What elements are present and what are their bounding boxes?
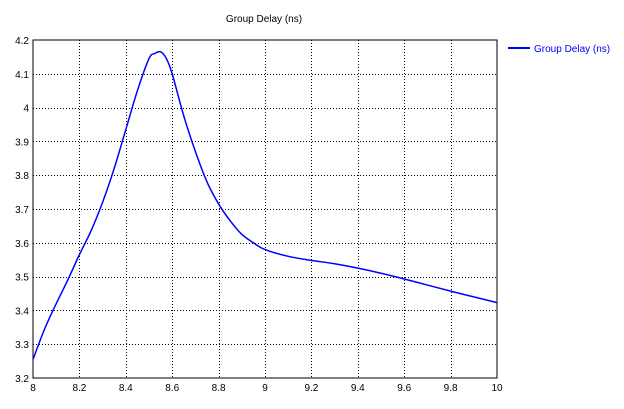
y-tick-label: 4 xyxy=(23,104,29,115)
legend: Group Delay (ns) xyxy=(508,44,610,55)
x-tick-label: 8.8 xyxy=(212,383,226,394)
series-line-group-delay xyxy=(32,50,498,360)
series-layer xyxy=(32,50,498,360)
x-tick-label: 9.6 xyxy=(397,383,411,394)
x-tick-label: 10 xyxy=(491,383,503,394)
x-tick-label: 8 xyxy=(30,383,36,394)
x-tick-label: 9.2 xyxy=(304,383,318,394)
y-tick-label: 3.6 xyxy=(15,239,29,250)
x-tick-label: 9 xyxy=(262,383,268,394)
y-tick-label: 3.2 xyxy=(15,374,29,385)
y-tick-label: 3.3 xyxy=(15,340,29,351)
y-axis: 3.2 3.3 3.4 3.5 3.6 3.7 3.8 3.9 4 4.1 4.2 xyxy=(15,36,29,385)
grid-lines xyxy=(33,40,497,378)
y-tick-label: 3.7 xyxy=(15,205,29,216)
x-tick-label: 8.6 xyxy=(165,383,179,394)
y-tick-label: 4.1 xyxy=(15,70,29,81)
legend-series-label: Group Delay (ns) xyxy=(534,44,610,55)
y-tick-label: 3.9 xyxy=(15,137,29,148)
chart-title: Group Delay (ns) xyxy=(226,14,302,25)
y-tick-label: 3.4 xyxy=(15,306,29,317)
y-tick-label: 3.8 xyxy=(15,171,29,182)
x-tick-label: 8.2 xyxy=(72,383,86,394)
y-tick-label: 3.5 xyxy=(15,273,29,284)
plot-area-frame xyxy=(32,39,498,379)
x-tick-label: 9.4 xyxy=(351,383,365,394)
y-tick-label: 4.2 xyxy=(15,36,29,47)
x-axis: 8 8.2 8.4 8.6 8.8 9 9.2 9.4 9.6 9.8 10 xyxy=(30,383,503,394)
x-tick-label: 8.4 xyxy=(119,383,133,394)
x-tick-label: 9.8 xyxy=(444,383,458,394)
